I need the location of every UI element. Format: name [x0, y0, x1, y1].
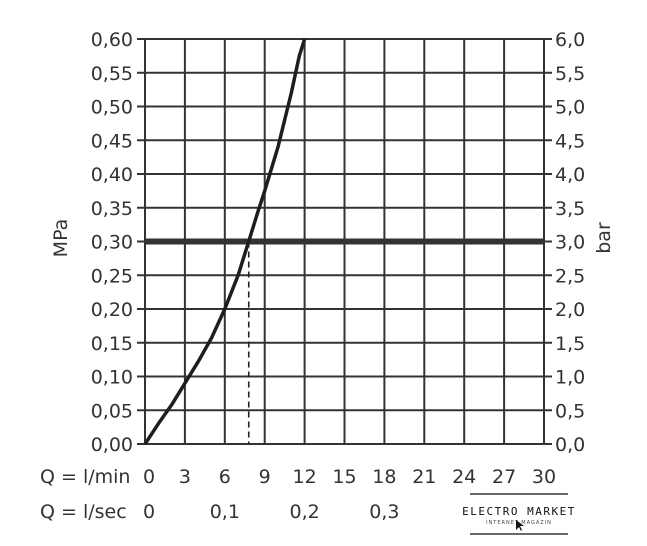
y-tick-label-right: 0,5	[555, 400, 585, 422]
x-tick-label-lsec: 0,1	[210, 501, 240, 523]
y-tick-label-left: 0,15	[91, 333, 133, 355]
x-axis-title-lmin: Q = l/min	[40, 466, 130, 488]
x-tick-label-lsec: 0	[143, 501, 155, 523]
y-tick-label-right: 5,0	[555, 97, 585, 119]
x-tick-label-lmin: 3	[179, 466, 191, 488]
y-tick-label-left: 0,30	[91, 232, 133, 254]
y-tick-label-left: 0,40	[91, 164, 133, 186]
y-tick-label-right: 5,5	[555, 63, 585, 85]
chart-series-layer	[143, 38, 544, 445]
y-tick-label-right: 2,0	[555, 299, 585, 321]
y-tick-label-left: 0,45	[91, 130, 133, 152]
x-tick-label-lmin: 21	[412, 466, 436, 488]
x-axis-ticks: 0 3 6 9 12 15 18 21 24 27 30 0 0,1 0,2 0,3	[143, 466, 556, 523]
y-tick-label-right: 4,0	[555, 164, 585, 186]
y-tick-label-left: 0,55	[91, 63, 133, 85]
y-tick-label-right: 3,5	[555, 198, 585, 220]
watermark-logo: ELECTRO MARKET INTERNET-MAGAZIN	[462, 493, 576, 535]
y-tick-label-left: 0,10	[91, 367, 133, 389]
x-tick-label-lmin: 0	[143, 466, 155, 488]
y-tick-label-right: 4,5	[555, 130, 585, 152]
x-tick-label-lsec: 0,2	[289, 501, 319, 523]
y-axis-left-title: MPa	[50, 219, 72, 258]
x-tick-label-lmin: 18	[372, 466, 396, 488]
y-tick-label-left: 0,25	[91, 265, 133, 287]
x-tick-label-lmin: 9	[259, 466, 271, 488]
y-tick-label-left: 0,60	[91, 29, 133, 51]
x-tick-label-lmin: 24	[452, 466, 476, 488]
x-tick-label-lmin: 15	[332, 466, 356, 488]
y-tick-label-left: 0,50	[91, 97, 133, 119]
y-tick-label-right: 6,0	[555, 29, 585, 51]
y-axis-left-ticks: 0,00 0,05 0,10 0,15 0,20 0,25 0,30 0,35 0,40 0,45…	[91, 29, 133, 456]
cursor-icon	[516, 520, 524, 531]
y-axis-right-ticks: 0,0 0,5 1,0 1,5 2,0 2,5 3,0 3,5 4,0 4,5 5,0 5,5 6,0	[555, 29, 585, 456]
y-tick-label-right: 1,5	[555, 333, 585, 355]
y-tick-label-left: 0,00	[91, 434, 133, 456]
y-tick-label-right: 0,0	[555, 434, 585, 456]
y-tick-label-right: 2,5	[555, 265, 585, 287]
y-tick-label-left: 0,35	[91, 198, 133, 220]
x-tick-label-lmin: 30	[532, 466, 556, 488]
y-axis-right-title: bar	[593, 222, 615, 254]
x-tick-label-lmin: 6	[219, 466, 231, 488]
x-tick-label-lmin: 27	[492, 466, 516, 488]
x-axis-title-lsec: Q = l/sec	[40, 501, 127, 523]
x-tick-label-lsec: 0,3	[369, 501, 399, 523]
series-line	[143, 38, 307, 445]
logo-title: ELECTRO MARKET	[462, 505, 576, 518]
y-tick-label-left: 0,05	[91, 400, 133, 422]
y-tick-label-right: 3,0	[555, 232, 585, 254]
y-tick-label-left: 0,20	[91, 299, 133, 321]
y-tick-label-right: 1,0	[555, 367, 585, 389]
x-tick-label-lmin: 12	[293, 466, 317, 488]
